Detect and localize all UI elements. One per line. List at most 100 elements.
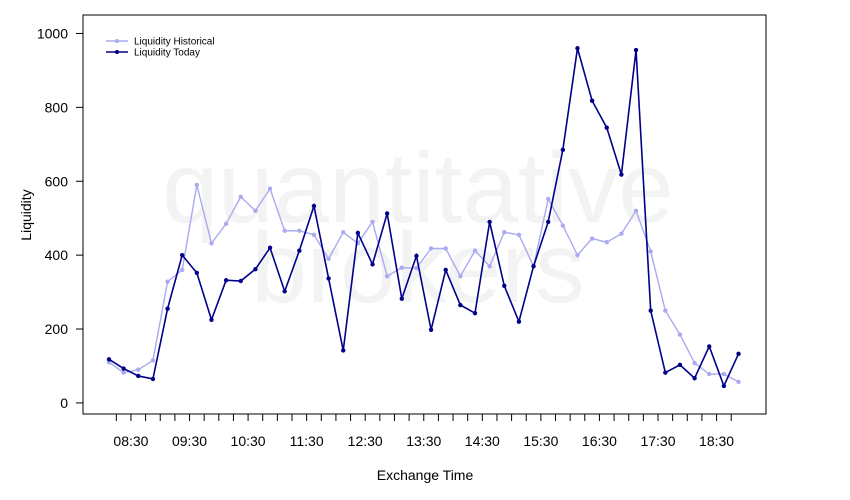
data-point [472,248,478,253]
y-axis: 0 200 400 600 800 1000 [37,25,83,411]
x-tick-label: 11:30 [290,433,324,449]
data-point [531,264,536,269]
data-point [575,46,580,51]
data-point [707,344,712,349]
y-tick-label: 400 [45,247,69,263]
data-point [194,270,200,276]
data-point [121,370,126,375]
data-point [311,232,317,238]
data-point [180,267,185,273]
data-point [238,278,243,284]
data-point [106,357,112,362]
data-point [677,332,683,337]
data-point [267,186,273,191]
series-line [108,48,740,389]
legend-swatch-point [115,50,119,54]
watermark: quantitative brokers [162,132,673,324]
data-point [428,327,434,332]
data-point [326,276,331,281]
x-tick-label: 15:30 [523,433,558,449]
data-point [648,308,653,313]
data-point [589,98,595,103]
data-point [341,348,346,353]
data-point [589,236,595,241]
data-point [560,223,566,228]
data-point [707,371,712,377]
data-point [472,310,478,316]
x-tick-label: 18:30 [699,433,734,449]
x-tick-label: 09:30 [172,433,207,449]
data-point [282,289,287,294]
data-point [721,383,727,389]
data-point [370,219,375,225]
data-point [604,125,609,130]
x-tick-label: 13:30 [406,433,441,449]
legend-label: Liquidity Historical [134,37,215,48]
data-point [692,375,697,381]
series-0 [106,182,741,385]
watermark-line-1: quantitative [162,132,673,244]
data-point [633,208,639,214]
data-point [384,273,390,279]
data-point [194,182,200,188]
data-point [136,367,141,372]
data-point [165,306,170,311]
data-point [443,246,448,251]
data-point [736,379,741,385]
data-point [399,265,404,270]
data-point [165,279,170,284]
y-tick-label: 1000 [37,25,68,41]
y-tick-label: 0 [60,395,68,411]
data-point [692,360,697,366]
data-point [209,317,214,322]
x-tick-label: 10:30 [231,433,266,449]
x-axis-title: Exchange Time [377,467,474,483]
data-point [458,302,463,308]
data-point [311,203,317,209]
data-point [136,373,141,379]
y-tick-label: 800 [45,99,69,115]
data-point [736,351,741,356]
data-point [502,230,507,235]
data-point [619,231,624,236]
data-point [428,246,434,251]
data-point [414,265,419,271]
series-line [108,184,739,383]
data-point [223,278,229,283]
x-tick-label: 08:30 [113,433,148,449]
data-point [238,194,243,199]
legend-item: Liquidity Today [106,48,200,59]
x-tick-label: 14:30 [465,433,500,449]
data-point [253,266,258,272]
data-point [721,371,727,377]
x-tick-label: 17:30 [640,433,675,449]
data-point [370,262,375,267]
series-1 [106,46,741,389]
data-point [633,47,639,53]
data-point [121,366,126,371]
data-point [209,241,214,246]
y-tick-label: 600 [45,173,69,189]
data-point [560,147,566,153]
data-point [516,319,522,324]
data-point [443,267,448,273]
legend-item: Liquidity Historical [106,37,215,48]
data-point [575,252,580,258]
data-point [663,308,668,313]
y-tick-label: 200 [45,321,69,337]
data-point [502,283,507,289]
plot-frame [82,14,767,415]
data-point [150,376,156,382]
data-point [355,230,361,236]
data-point [253,208,258,214]
data-point [180,252,185,258]
data-point [399,296,404,301]
data-point [604,240,609,245]
data-point [297,228,302,233]
data-point [487,219,492,225]
data-point [297,248,302,253]
x-tick-label: 16:30 [582,433,617,449]
data-point [546,196,551,202]
data-point [282,228,287,233]
legend-label: Liquidity Today [134,48,200,59]
